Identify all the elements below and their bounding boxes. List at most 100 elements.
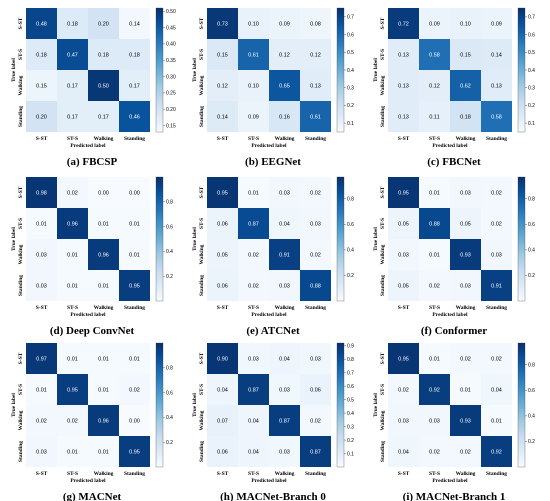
x-axis-label: Predicted label [251, 312, 287, 318]
y-tick-label: S-ST [380, 186, 386, 198]
colorbar-tick-label: 0.4 [528, 414, 535, 420]
colorbar-tick-label: 0.8 [166, 200, 173, 206]
colorbar-tick-label: 0.40 [166, 42, 176, 48]
matrix-cell [119, 177, 150, 208]
matrix-cell [238, 39, 269, 70]
matrix-cell [119, 39, 150, 70]
cell-value-label: 0.50 [98, 84, 109, 90]
cell-value-label: 0.00 [129, 191, 140, 197]
cell-value-label: 0.13 [491, 84, 502, 90]
cell-value-label: 0.73 [217, 22, 228, 28]
y-tick-label: S-ST [380, 352, 386, 364]
colorbar-tick-label: 0.8 [347, 197, 354, 203]
cell-value-label: 0.04 [248, 419, 259, 425]
cell-value-label: 0.15 [36, 84, 47, 90]
cell-value-label: 0.01 [129, 357, 140, 363]
x-tick-label: S-ST [398, 305, 410, 311]
matrix-cell [481, 101, 512, 132]
y-axis-label: True label [11, 58, 17, 82]
y-axis-label: True label [373, 393, 379, 417]
cell-value-label: 0.09 [491, 22, 502, 28]
matrix-cell [481, 343, 512, 374]
matrix-cell [388, 177, 419, 208]
panel-caption: (f) Conformer [421, 325, 487, 337]
colorbar-tick-label: 0.3 [347, 86, 354, 92]
cell-value-label: 0.05 [217, 253, 228, 259]
matrix-cell [300, 374, 331, 405]
matrix-cell [450, 343, 481, 374]
cell-value-label: 0.08 [310, 22, 321, 28]
cell-value-label: 0.46 [129, 115, 140, 121]
y-tick-label: Walking [380, 244, 386, 264]
colorbar [155, 176, 164, 302]
cell-value-label: 0.93 [460, 419, 471, 425]
matrix-cell [26, 436, 57, 467]
cell-value-label: 0.01 [491, 419, 502, 425]
cell-value-label: 0.01 [98, 222, 109, 228]
cell-value-label: 0.01 [248, 191, 259, 197]
confusion-matrix-panel: 0.95 0.01 0.03 0.02 0.06 0.87 0.04 0.03 0.05 0.02… [192, 176, 354, 337]
matrix-cell [57, 343, 88, 374]
cell-value-label: 0.87 [310, 450, 321, 456]
colorbar-tick-label: 0.4 [347, 248, 354, 254]
y-tick-label: S-ST [199, 352, 205, 364]
cell-value-label: 0.03 [460, 191, 471, 197]
matrix-cell [419, 343, 450, 374]
y-tick-label: S-ST [18, 186, 24, 198]
x-tick-label: S-ST [217, 471, 229, 477]
colorbar-tick-label: 0.4 [528, 68, 535, 74]
cell-value-label: 0.01 [98, 357, 109, 363]
matrix-cell [207, 208, 238, 239]
y-tick-label: ST-S [18, 49, 24, 60]
matrix-cell [119, 343, 150, 374]
matrix-cell [419, 405, 450, 436]
matrix-cell [26, 270, 57, 301]
cell-value-label: 0.03 [491, 253, 502, 259]
x-tick-label: ST-S [67, 136, 78, 142]
matrix-cell [238, 8, 269, 39]
panel-caption: (g) MACNet [63, 491, 122, 501]
matrix-cell [419, 39, 450, 70]
cell-value-label: 0.03 [279, 191, 290, 197]
matrix-cell [207, 436, 238, 467]
confusion-matrix-panel: 0.98 0.02 0.00 0.00 0.01 0.96 0.01 0.01 0.03 0.01… [11, 176, 173, 337]
colorbar-tick-label: 0.2 [166, 274, 173, 280]
cell-value-label: 0.01 [67, 284, 78, 290]
confusion-matrix-panel: 0.73 0.10 0.09 0.080.15 0.61 0.12 0.120.12 0.10… [192, 7, 354, 168]
colorbar-tick-label: 0.2 [528, 439, 535, 445]
colorbar-tick-label: 0.2 [347, 103, 354, 109]
cell-value-label: 0.03 [279, 450, 290, 456]
matrix-cell [481, 270, 512, 301]
matrix-cell [481, 70, 512, 101]
matrix-cell [388, 239, 419, 270]
cell-value-label: 0.02 [310, 253, 321, 259]
cell-value-label: 0.09 [429, 22, 440, 28]
y-tick-label: S-ST [18, 352, 24, 364]
matrix-cell [269, 436, 300, 467]
y-tick-label: S-ST [199, 186, 205, 198]
x-tick-label: S-ST [398, 471, 410, 477]
cell-value-label: 0.01 [98, 388, 109, 394]
confusion-matrix-panel: 0.90 0.03 0.04 0.03 0.04 0.87 0.03 0.06 0.07 0.04… [192, 342, 354, 501]
y-tick-label: ST-S [380, 218, 386, 229]
cell-value-label: 0.12 [429, 84, 440, 90]
matrix-cell [88, 101, 119, 132]
cell-value-label: 0.58 [491, 115, 502, 121]
matrix-cell [481, 405, 512, 436]
cell-value-label: 0.02 [248, 253, 259, 259]
colorbar-tick-label: 0.1 [347, 451, 354, 457]
matrix-cell [26, 405, 57, 436]
matrix-cell [88, 436, 119, 467]
colorbar-tick-label: 0.7 [347, 15, 354, 21]
matrix-cell [419, 270, 450, 301]
matrix-cell [238, 208, 269, 239]
cell-value-label: 0.06 [217, 450, 228, 456]
matrix-cell [238, 270, 269, 301]
matrix-cell [119, 374, 150, 405]
matrix-cell [88, 239, 119, 270]
cell-value-label: 0.87 [279, 419, 290, 425]
matrix-cell [207, 239, 238, 270]
matrix-cell [26, 343, 57, 374]
matrix-cell [88, 343, 119, 374]
x-tick-label: S-ST [217, 136, 229, 142]
